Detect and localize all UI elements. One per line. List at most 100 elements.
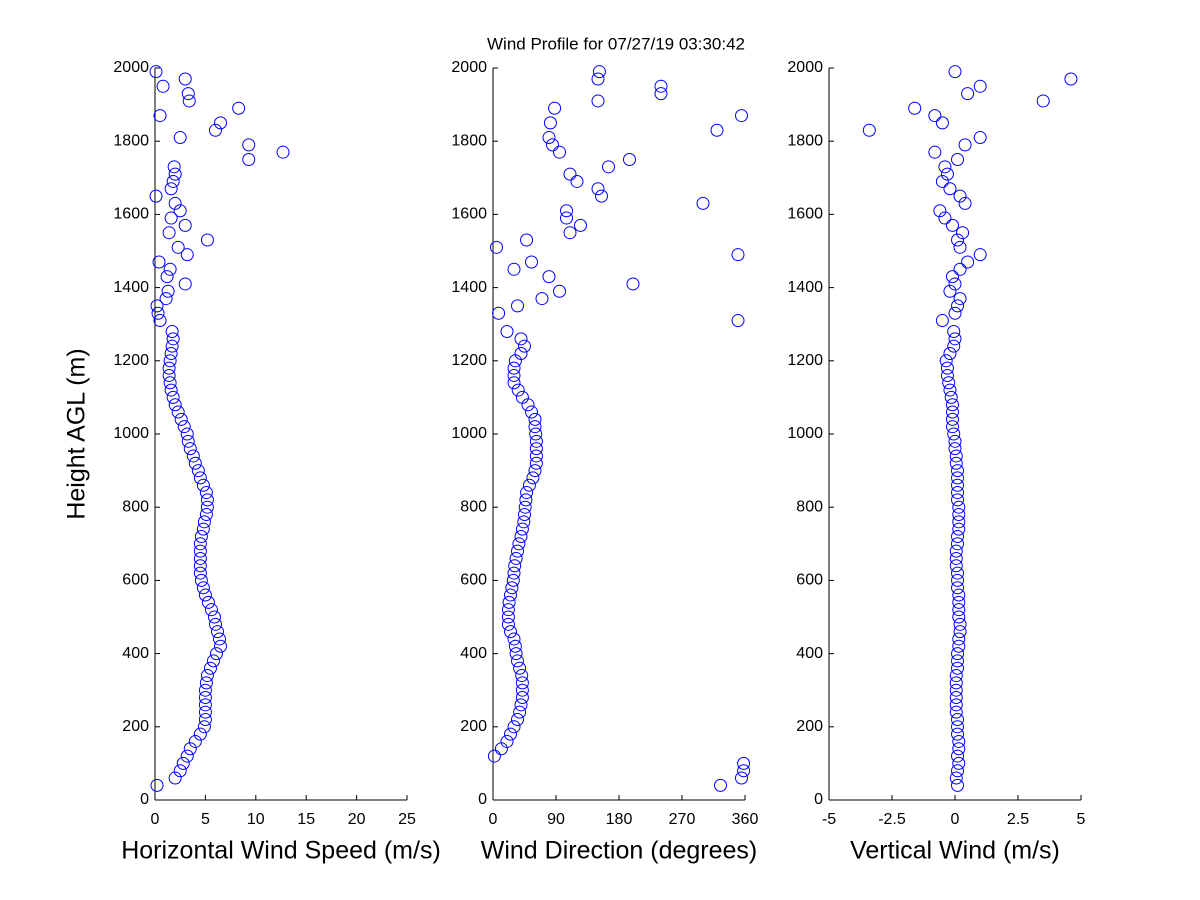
y-tick-label: 1400 <box>451 279 487 296</box>
y-tick-label: 1600 <box>451 206 487 223</box>
data-point <box>947 339 961 353</box>
data-point <box>591 72 605 86</box>
data-point <box>952 610 966 624</box>
data-point <box>710 123 724 137</box>
data-point <box>973 131 987 145</box>
data-point <box>908 101 922 115</box>
data-point <box>542 131 556 145</box>
data-point <box>178 72 192 86</box>
data-point <box>200 500 214 514</box>
data-point <box>210 625 224 639</box>
data-point <box>509 647 523 661</box>
data-point <box>515 691 529 705</box>
data-point <box>193 544 207 558</box>
data-point <box>196 581 210 595</box>
data-point <box>520 233 534 247</box>
data-point <box>193 566 207 580</box>
data-point <box>951 529 965 543</box>
x-tick-label: 0 <box>151 811 160 828</box>
data-point <box>737 756 751 770</box>
y-tick-label: 1200 <box>451 352 487 369</box>
data-point <box>163 262 177 276</box>
data-point <box>948 306 962 320</box>
data-point <box>149 65 163 79</box>
data-point <box>949 559 963 573</box>
data-point <box>546 138 559 152</box>
data-point <box>735 771 748 785</box>
y-tick-label: 1200 <box>113 352 149 369</box>
data-point <box>948 332 962 346</box>
data-point <box>188 456 202 470</box>
data-point <box>529 442 543 456</box>
data-point <box>507 376 521 390</box>
data-point <box>151 306 165 320</box>
data-point <box>501 603 515 617</box>
data-point <box>939 354 953 368</box>
data-point <box>949 771 963 785</box>
data-point <box>951 493 965 507</box>
data-point <box>953 262 967 276</box>
data-point <box>519 493 533 507</box>
data-point <box>948 65 962 79</box>
data-point <box>951 478 965 492</box>
data-point <box>194 529 208 543</box>
data-point <box>513 661 527 675</box>
data-point <box>535 292 549 306</box>
y-tick-label: 0 <box>814 791 823 808</box>
data-point <box>951 712 965 726</box>
data-point <box>200 493 214 507</box>
data-point <box>500 325 514 339</box>
data-point <box>504 625 517 639</box>
data-point <box>735 109 748 123</box>
data-point <box>176 756 190 770</box>
data-point <box>160 270 174 284</box>
data-point <box>520 486 534 500</box>
data-point <box>952 595 966 609</box>
data-point <box>952 742 966 756</box>
data-point <box>943 383 957 397</box>
data-point <box>560 211 573 225</box>
data-point <box>193 471 207 485</box>
data-point <box>214 116 228 130</box>
data-point <box>164 182 178 196</box>
data-point <box>504 588 517 602</box>
data-point <box>951 764 965 778</box>
y-tick-label: 1800 <box>113 132 149 149</box>
data-point <box>193 559 207 573</box>
data-point <box>180 749 194 763</box>
data-point <box>166 332 180 346</box>
data-point <box>973 79 987 93</box>
data-point <box>951 720 965 734</box>
y-tick-label: 1800 <box>787 132 823 149</box>
data-point <box>548 101 562 115</box>
data-point <box>522 478 536 492</box>
data-point <box>515 676 529 690</box>
data-point <box>731 248 745 262</box>
y-tick-label: 2000 <box>451 59 487 76</box>
data-point <box>167 160 181 174</box>
data-point <box>173 764 187 778</box>
data-point <box>504 727 517 741</box>
data-point <box>514 332 528 346</box>
data-point <box>953 189 967 203</box>
y-tick-label: 1000 <box>451 425 487 442</box>
data-point <box>951 537 965 551</box>
data-point <box>951 727 965 741</box>
data-point <box>197 720 211 734</box>
data-point <box>602 160 615 174</box>
x-tick-label: 5 <box>1077 811 1086 828</box>
data-point <box>943 284 957 298</box>
data-point <box>171 240 185 254</box>
data-point <box>153 109 167 123</box>
x-tick-label: 20 <box>348 811 366 828</box>
y-tick-label: 0 <box>140 791 149 808</box>
data-point <box>196 478 210 492</box>
x-axis-label: Wind Direction (degrees) <box>481 837 758 865</box>
data-point <box>201 595 215 609</box>
data-point <box>935 174 949 188</box>
data-point <box>938 211 952 225</box>
x-tick-label: 180 <box>606 811 633 828</box>
data-point <box>529 434 543 448</box>
data-point <box>514 698 528 712</box>
y-tick-label: 600 <box>460 572 487 589</box>
